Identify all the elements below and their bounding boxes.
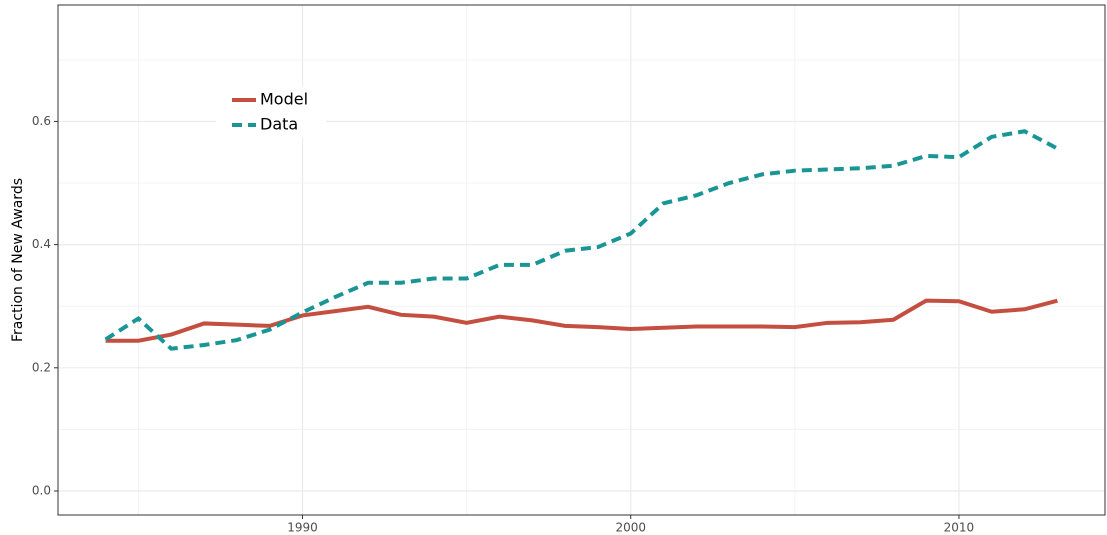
legend-background (216, 86, 326, 138)
y-tick-label: 0.0 (32, 483, 51, 497)
legend-label: Data (260, 115, 298, 134)
series-line (104, 129, 1059, 351)
y-tick-label: 0.6 (32, 114, 51, 128)
y-axis-label: Fraction of New Awards (10, 178, 26, 342)
y-tick-label: 0.2 (32, 360, 51, 374)
panel-border (57, 4, 1106, 516)
x-tick-label: 2000 (615, 521, 646, 535)
legend-label: Model (260, 90, 308, 109)
x-tick-label: 1990 (287, 521, 318, 535)
x-tick-label: 2010 (944, 521, 975, 535)
y-tick-label: 0.4 (32, 237, 51, 251)
series-line (105, 298, 1058, 343)
